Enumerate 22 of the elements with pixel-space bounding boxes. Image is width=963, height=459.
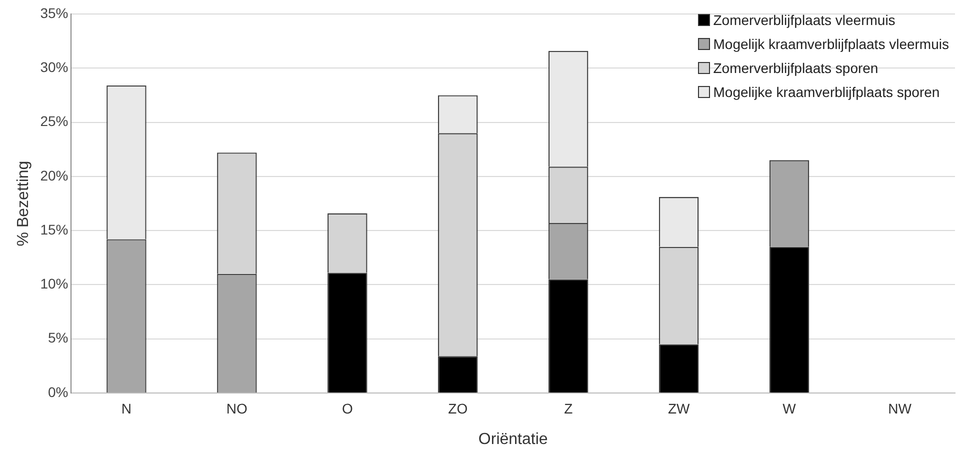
x-tick-label: W <box>782 400 797 416</box>
y-tick-label: 35% <box>40 4 68 21</box>
legend-label: Zomerverblijfplaats vleermuis <box>713 12 896 28</box>
legend-label: Mogelijke kraamverblijfplaats sporen <box>713 84 940 100</box>
x-tick-label: NO <box>226 400 248 416</box>
x-tick-label: ZW <box>668 400 690 416</box>
y-axis-title: % Bezetting <box>15 160 32 246</box>
x-tick-label: Z <box>564 400 574 416</box>
y-tick-label: 20% <box>40 167 68 184</box>
legend-label: Zomerverblijfplaats sporen <box>713 60 878 76</box>
x-tick-label: O <box>342 400 353 416</box>
y-tick-label: 10% <box>40 276 68 292</box>
x-tick-label: NW <box>888 400 912 416</box>
y-tick-label: 0% <box>48 384 68 400</box>
y-tick-label: 5% <box>48 330 68 346</box>
y-tick-label: 15% <box>40 221 68 238</box>
x-axis-title: Oriëntatie <box>478 430 548 448</box>
x-tick-label: N <box>121 400 132 416</box>
x-tick-label: ZO <box>448 400 468 416</box>
y-tick-label: 30% <box>40 59 68 75</box>
y-tick-label: 25% <box>40 113 68 130</box>
legend-label: Mogelijk kraamverblijfplaats vleermuis <box>713 36 949 52</box>
